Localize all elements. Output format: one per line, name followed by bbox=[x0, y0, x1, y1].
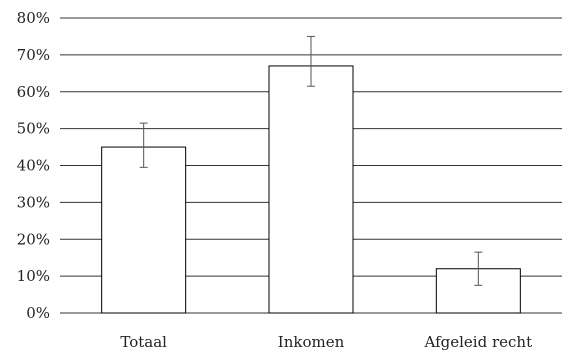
x-category-label: Inkomen bbox=[278, 333, 345, 351]
y-tick-label: 80% bbox=[17, 9, 50, 27]
y-tick-label: 70% bbox=[17, 46, 50, 64]
error-bars bbox=[139, 35, 483, 286]
y-tick-label: 20% bbox=[17, 230, 50, 248]
y-tick-label: 40% bbox=[17, 157, 50, 175]
error-bar-inkomen bbox=[307, 35, 315, 87]
bar-totaal bbox=[101, 146, 187, 314]
y-axis-tick-labels: 0% 10% 20% 30% 40% 50% 60% 70% 80% bbox=[17, 9, 50, 322]
bar-inkomen bbox=[268, 65, 354, 314]
y-tick-label: 0% bbox=[26, 304, 50, 322]
bars bbox=[101, 65, 521, 314]
y-tick-label: 50% bbox=[17, 120, 50, 138]
x-category-label: Totaal bbox=[120, 333, 167, 351]
y-tick-label: 60% bbox=[17, 83, 50, 101]
x-category-label: Afgeleid recht bbox=[424, 333, 533, 351]
y-tick-label: 10% bbox=[17, 267, 50, 285]
error-bar-totaal bbox=[139, 122, 148, 168]
y-tick-label: 30% bbox=[17, 193, 50, 211]
x-axis-category-labels: Totaal Inkomen Afgeleid recht bbox=[120, 333, 532, 351]
error-bar-afgeleid-recht bbox=[474, 251, 483, 286]
